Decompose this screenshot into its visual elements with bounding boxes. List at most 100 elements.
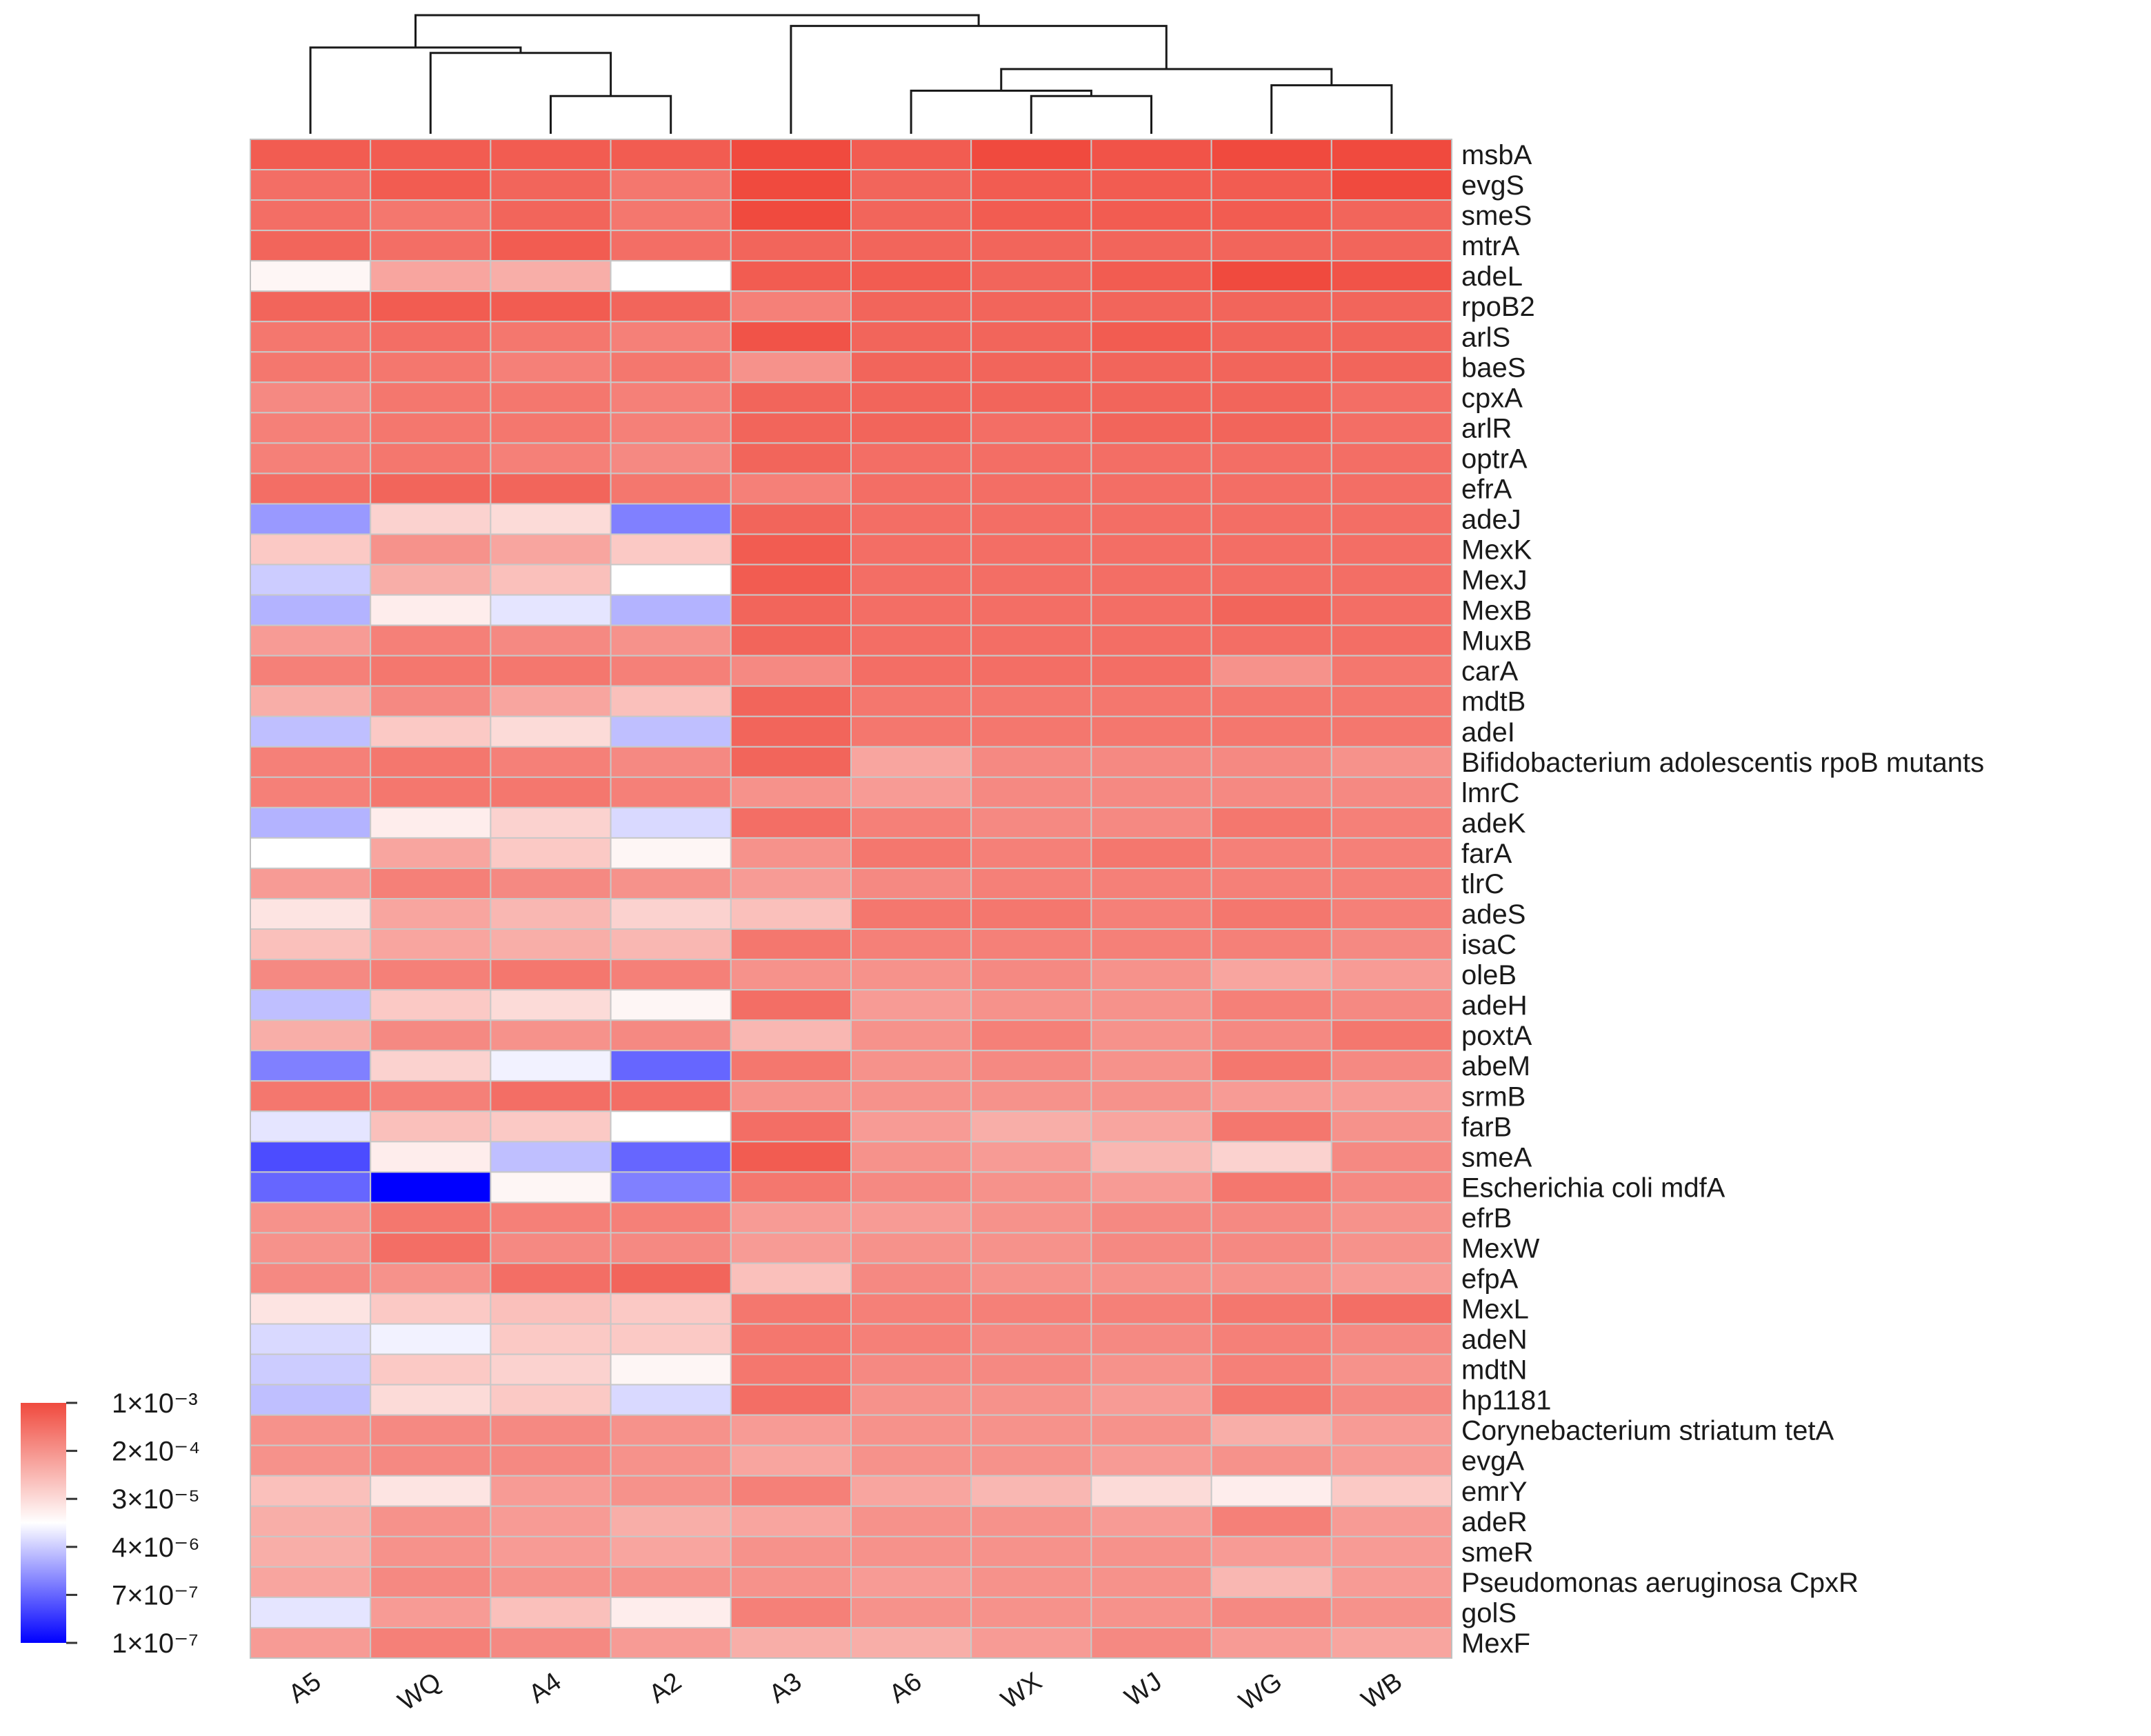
- heatmap-cell-escherichia-coli-mdfa-a2: [610, 1171, 732, 1204]
- heatmap-cell-cpxa-wg: [1210, 381, 1332, 414]
- row-label-escherichia-coli-mdfa: Escherichia coli mdfA: [1461, 1173, 1725, 1203]
- row-label-efra: efrA: [1461, 474, 1512, 504]
- row-label-ades: adeS: [1461, 899, 1525, 930]
- heatmap-cell-mexb-a2: [610, 594, 732, 626]
- heatmap-cell-evgs-wj: [1090, 169, 1212, 201]
- heatmap-cell-lmrc-a3: [730, 776, 852, 808]
- heatmap-cell-cpxa-wx: [970, 381, 1092, 414]
- heatmap-cell-cpxa-a2: [610, 381, 732, 414]
- heatmap-cell-farb-a4: [490, 1110, 612, 1143]
- heatmap-cell-oleb-a5: [250, 959, 372, 991]
- heatmap-cell-oleb-wg: [1210, 959, 1332, 991]
- heatmap-cell-cpxa-a3: [730, 381, 852, 414]
- heatmap-cell-mexb-a3: [730, 594, 852, 626]
- heatmap-cell-mdtb-wb: [1330, 685, 1453, 717]
- heatmap-cell-oleb-a2: [610, 959, 732, 991]
- heatmap-cell-tlrc-a5: [250, 867, 372, 899]
- row-label-smes: smeS: [1461, 201, 1532, 231]
- heatmap-cell-mexk-a5: [250, 533, 372, 566]
- heatmap-cell-smer-wj: [1090, 1535, 1212, 1568]
- heatmap-cell-mexb-a6: [850, 594, 972, 626]
- heatmap-cell-mdtn-wg: [1210, 1353, 1332, 1386]
- heatmap-cell-mexw-wg: [1210, 1232, 1332, 1264]
- heatmap-cell-adei-wq: [370, 715, 492, 748]
- heatmap-cells: [250, 139, 1453, 1659]
- heatmap-cell-smer-wx: [970, 1535, 1092, 1568]
- heatmap-cell-msba-a4: [490, 139, 612, 171]
- heatmap-cell-adel-wx: [970, 260, 1092, 292]
- heatmap-cell-mexw-a3: [730, 1232, 852, 1264]
- heatmap-cell-escherichia-coli-mdfa-a6: [850, 1171, 972, 1204]
- heatmap-cell-mtra-wg: [1210, 230, 1332, 262]
- heatmap-cell-evgs-wq: [370, 169, 492, 201]
- heatmap-cell-abem-wq: [370, 1050, 492, 1082]
- heatmap-cell-corynebacterium-striatum-teta-a2: [610, 1414, 732, 1446]
- heatmap-cell-mexk-wq: [370, 533, 492, 566]
- color-legend: 1×10⁻³ 2×10⁻⁴ 3×10⁻⁵ 4×10⁻⁶ 7×10⁻⁷ 1×10⁻⁷: [21, 1388, 200, 1659]
- row-label-mexl: MexL: [1461, 1295, 1529, 1325]
- heatmap-cell-adej-wx: [970, 503, 1092, 535]
- heatmap-cell-evga-a6: [850, 1444, 972, 1477]
- heatmap-cell-efpa-a2: [610, 1262, 732, 1295]
- heatmap-cell-cpxa-a5: [250, 381, 372, 414]
- heatmap-cell-tlrc-wx: [970, 867, 1092, 899]
- heatmap-cell-smea-wj: [1090, 1141, 1212, 1173]
- heatmap-cell-corynebacterium-striatum-teta-a3: [730, 1414, 852, 1446]
- heatmap-cell-smer-a3: [730, 1535, 852, 1568]
- heatmap-cell-adei-wx: [970, 715, 1092, 748]
- dendrogram-branch-5: [1270, 84, 1393, 134]
- heatmap-cell-adek-a3: [730, 806, 852, 839]
- heatmap-cell-bifidobacterium-adolescentis-rpob-mutants-wq: [370, 746, 492, 778]
- heatmap-cell-isac-wg: [1210, 928, 1332, 961]
- heatmap-cell-oleb-a4: [490, 959, 612, 991]
- heatmap-cell-mdtb-a4: [490, 685, 612, 717]
- row-label-cpxa: cpxA: [1461, 383, 1523, 413]
- heatmap-cell-fara-wq: [370, 837, 492, 869]
- dendrogram-branch-0: [550, 94, 672, 134]
- heatmap-cell-aden-wq: [370, 1323, 492, 1355]
- heatmap-cell-mexb-a4: [490, 594, 612, 626]
- heatmap-cell-lmrc-wg: [1210, 776, 1332, 808]
- heatmap-cell-arlr-a5: [250, 412, 372, 444]
- heatmap-cell-mdtn-a5: [250, 1353, 372, 1386]
- row-label-muxb: MuxB: [1461, 626, 1532, 657]
- heatmap-cell-optra-wg: [1210, 442, 1332, 475]
- heatmap-cell-cara-a4: [490, 655, 612, 687]
- heatmap-cell-farb-wb: [1330, 1110, 1453, 1143]
- heatmap-cell-ader-wb: [1330, 1505, 1453, 1537]
- dendrogram-branch-3: [1030, 94, 1152, 134]
- heatmap-cell-evga-wx: [970, 1444, 1092, 1477]
- heatmap-cell-isac-a2: [610, 928, 732, 961]
- heatmap-cell-mexk-wx: [970, 533, 1092, 566]
- heatmap-cell-ader-wj: [1090, 1505, 1212, 1537]
- heatmap-cell-efra-a2: [610, 472, 732, 505]
- heatmap-cell-isac-wx: [970, 928, 1092, 961]
- heatmap-cell-baes-wg: [1210, 351, 1332, 383]
- heatmap-cell-farb-wg: [1210, 1110, 1332, 1143]
- heatmap-cell-mexj-a2: [610, 563, 732, 596]
- heatmap-cell-optra-wq: [370, 442, 492, 475]
- heatmap-cell-lmrc-a5: [250, 776, 372, 808]
- heatmap-cell-isac-wb: [1330, 928, 1453, 961]
- heatmap-cell-cpxa-wq: [370, 381, 492, 414]
- heatmap-cell-efrb-a6: [850, 1201, 972, 1234]
- heatmap-cell-smes-wg: [1210, 199, 1332, 232]
- row-label-poxta: poxtA: [1461, 1021, 1532, 1051]
- heatmap-cell-mdtb-a5: [250, 685, 372, 717]
- heatmap-cell-tlrc-a4: [490, 867, 612, 899]
- heatmap-cell-msba-wx: [970, 139, 1092, 171]
- heatmap-cell-mexl-wb: [1330, 1293, 1453, 1325]
- row-label-srmb: srmB: [1461, 1081, 1525, 1112]
- heatmap-cell-rpob2-a2: [610, 290, 732, 323]
- heatmap-cell-adej-wq: [370, 503, 492, 535]
- heatmap-cell-baes-wx: [970, 351, 1092, 383]
- heatmap-cell-mexf-wx: [970, 1626, 1092, 1659]
- heatmap-cell-pseudomonas-aeruginosa-cpxr-wb: [1330, 1566, 1453, 1598]
- heatmap-cell-adeh-wq: [370, 989, 492, 1021]
- row-labels: msbAevgSsmeSmtrAadeLrpoB2arlSbaeScpxAarl…: [1461, 140, 1984, 1659]
- heatmap-cell-mdtn-a4: [490, 1353, 612, 1386]
- heatmap-cell-cara-wx: [970, 655, 1092, 687]
- heatmap-cell-efrb-a4: [490, 1201, 612, 1234]
- heatmap-cell-adek-wg: [1210, 806, 1332, 839]
